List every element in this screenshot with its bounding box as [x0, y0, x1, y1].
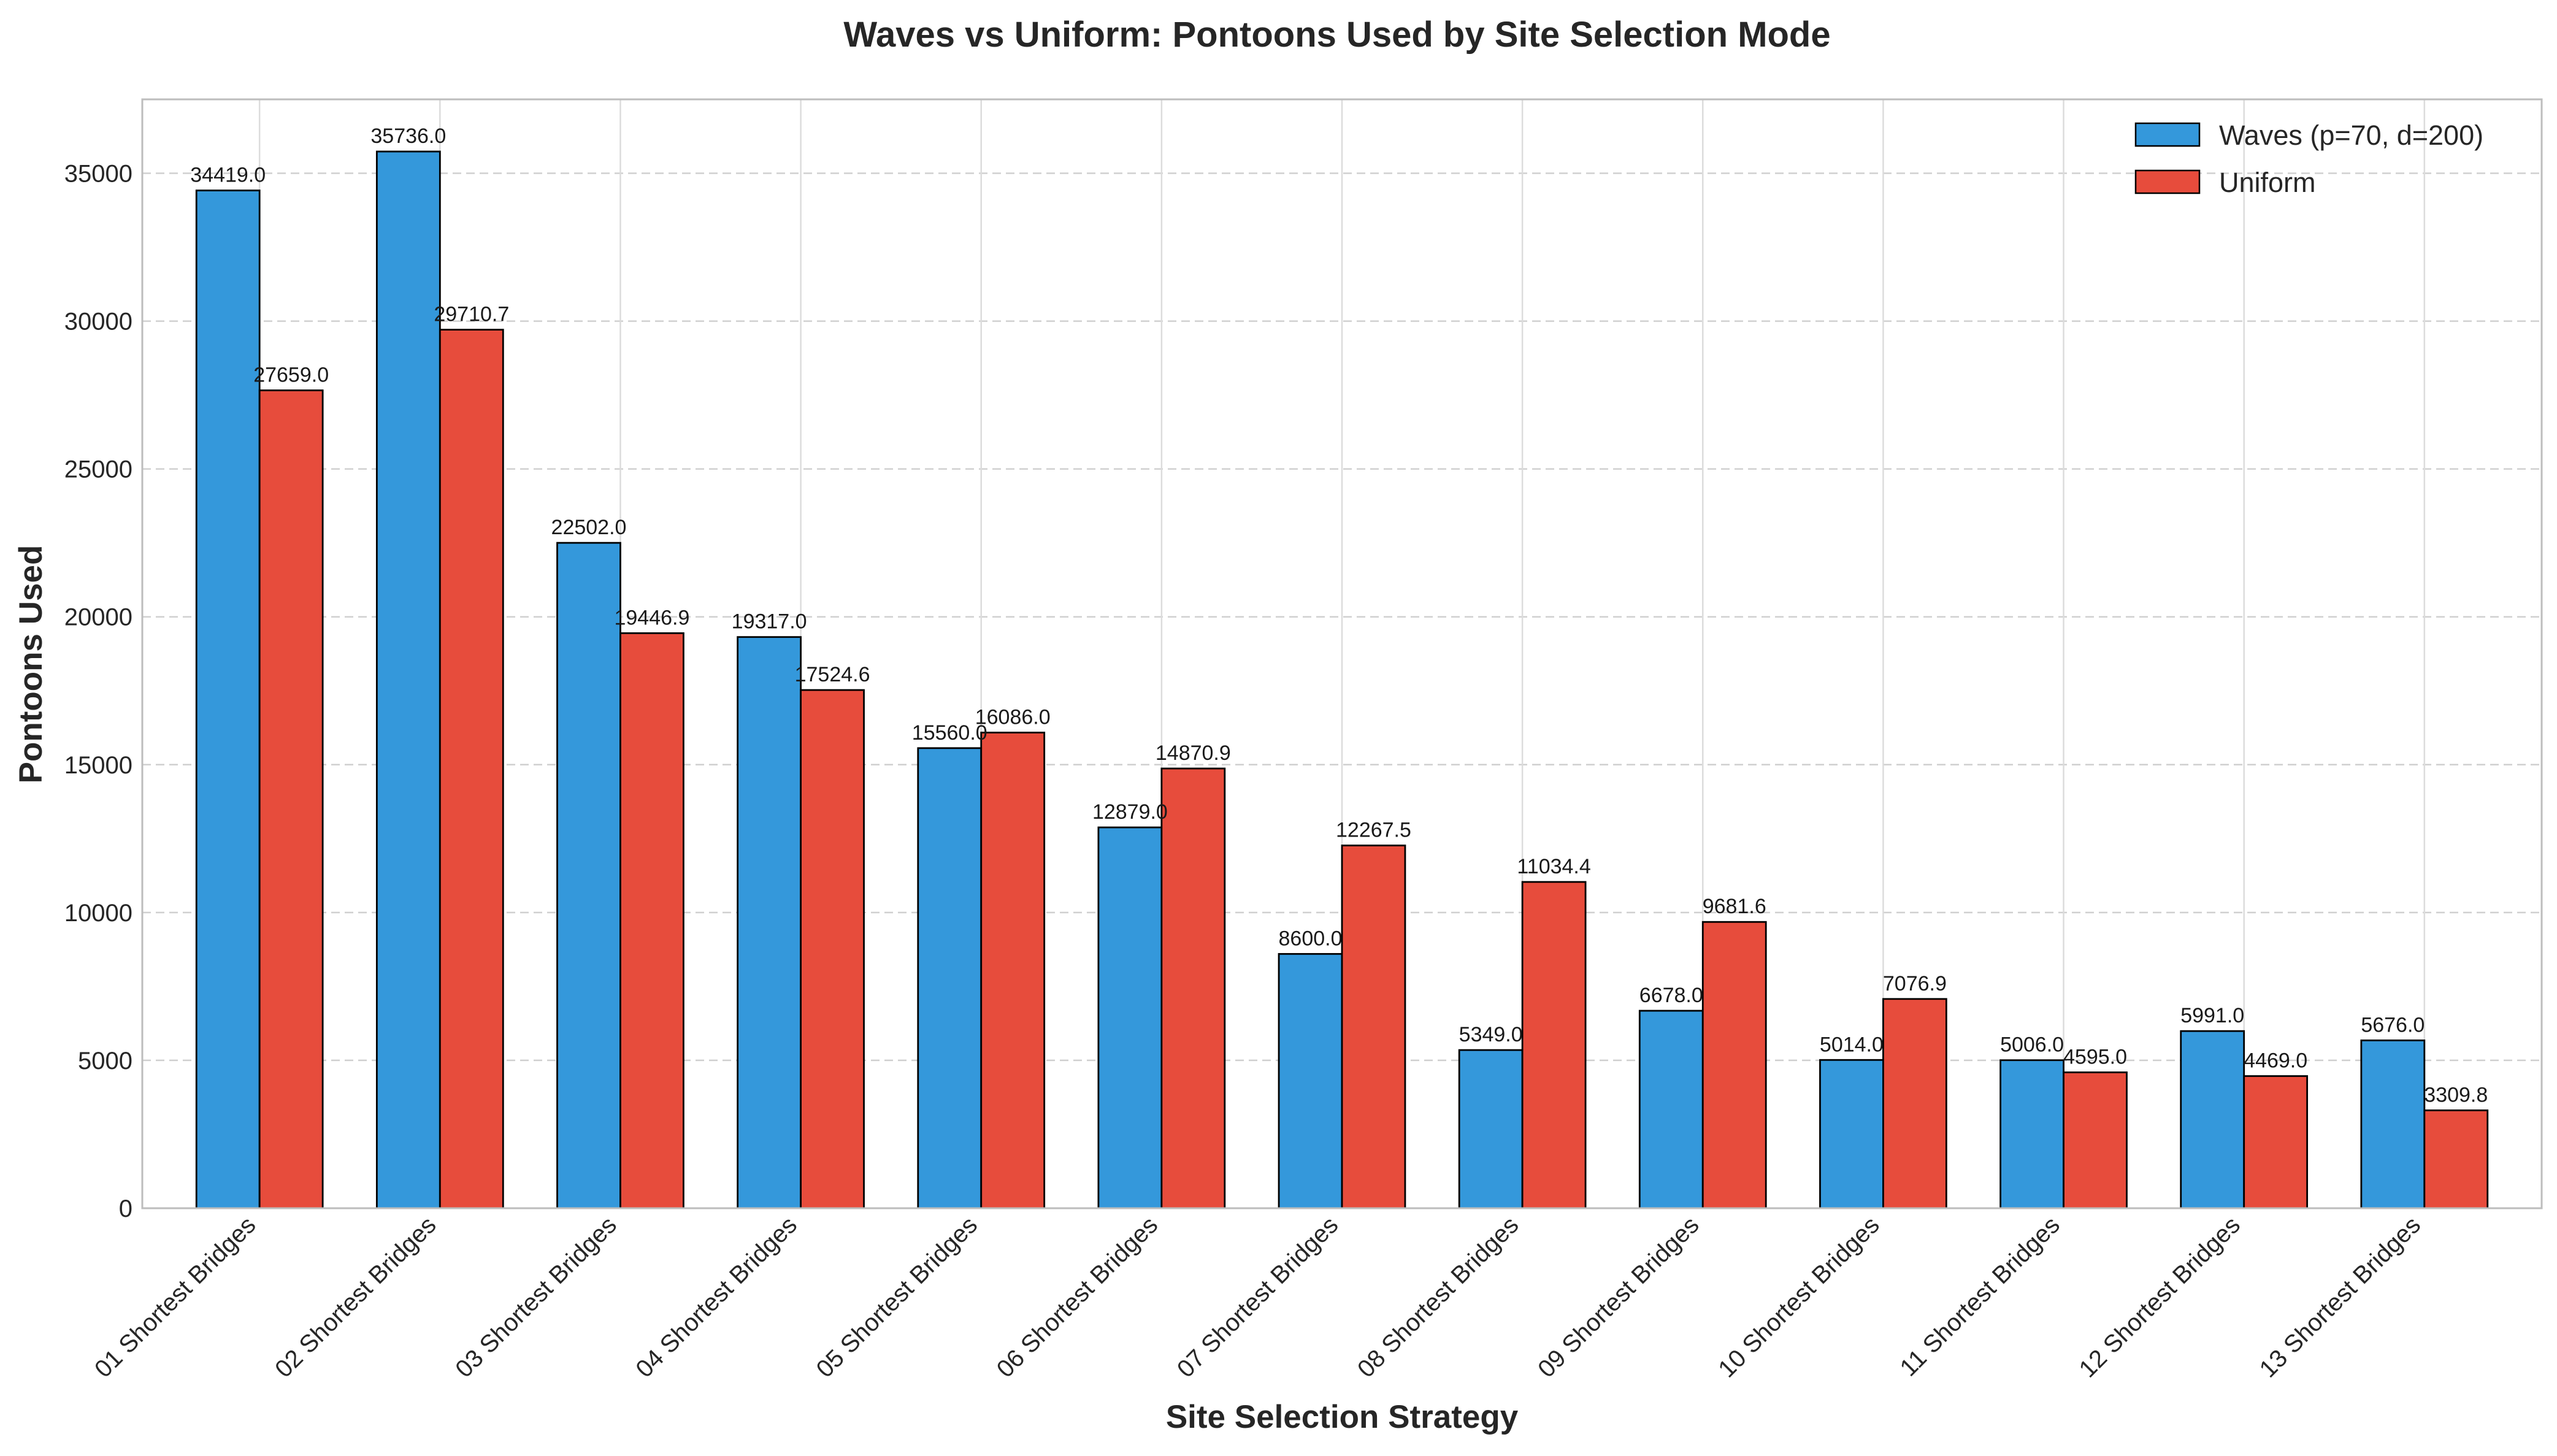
bar-waves	[195, 190, 261, 1209]
plot-frame	[141, 98, 2543, 1209]
data-label-uniform: 16086.0	[975, 705, 1051, 729]
data-label-uniform: 29710.7	[434, 303, 509, 326]
bar-uniform	[1521, 881, 1587, 1209]
bar-uniform	[2423, 1109, 2489, 1209]
x-tick-label: 10 Shortest Bridges	[1713, 1211, 1885, 1383]
bar-uniform	[1701, 921, 1767, 1209]
legend: Waves (p=70, d=200) Uniform	[2134, 120, 2483, 198]
x-tick-label: 13 Shortest Bridges	[2255, 1211, 2426, 1383]
x-tick-label: 12 Shortest Bridges	[2074, 1211, 2246, 1383]
data-label-waves: 19317.0	[732, 610, 807, 634]
data-label-uniform: 17524.6	[795, 663, 870, 686]
legend-swatch-waves	[2134, 122, 2201, 147]
data-label-waves: 5991.0	[2180, 1004, 2244, 1027]
chart-title: Waves vs Uniform: Pontoons Used by Site …	[843, 15, 1830, 55]
data-label-waves: 34419.0	[190, 164, 266, 187]
x-tick-label: 09 Shortest Bridges	[1533, 1211, 1704, 1383]
data-label-uniform: 9681.6	[1703, 895, 1766, 918]
y-tick-label: 0	[119, 1195, 132, 1222]
data-label-uniform: 12267.5	[1336, 819, 1411, 842]
x-tick-label: 06 Shortest Bridges	[992, 1211, 1163, 1383]
bar-waves	[917, 747, 983, 1209]
bar-waves	[1097, 826, 1163, 1209]
x-tick-label: 07 Shortest Bridges	[1172, 1211, 1344, 1383]
y-tick-label: 10000	[64, 900, 132, 927]
data-label-uniform: 11034.4	[1517, 855, 1590, 878]
data-label-waves: 5014.0	[1820, 1033, 1884, 1056]
data-label-uniform: 3309.8	[2424, 1083, 2488, 1106]
y-tick-label: 15000	[64, 752, 132, 779]
bar-uniform	[619, 632, 684, 1209]
x-tick-label: 11 Shortest Bridges	[1895, 1211, 2064, 1381]
bar-waves	[737, 636, 802, 1209]
x-tick-label: 08 Shortest Bridges	[1352, 1211, 1524, 1383]
data-label-waves: 5006.0	[2000, 1033, 2064, 1057]
bar-waves	[1458, 1049, 1524, 1209]
data-label-waves: 15560.0	[912, 721, 987, 745]
y-tick-label: 30000	[64, 308, 132, 335]
legend-label-waves: Waves (p=70, d=200)	[2219, 120, 2483, 151]
y-tick-label: 25000	[64, 456, 132, 483]
bar-uniform	[1882, 998, 1947, 1209]
y-tick-label: 20000	[64, 604, 132, 631]
data-label-waves: 5349.0	[1459, 1023, 1523, 1046]
y-tick-label: 5000	[78, 1048, 132, 1075]
bar-waves	[2360, 1039, 2426, 1209]
y-tick-label: 35000	[64, 161, 132, 188]
legend-label-uniform: Uniform	[2219, 167, 2316, 198]
bars-layer	[195, 150, 2489, 1209]
bar-waves	[2180, 1030, 2245, 1209]
bar-uniform	[439, 329, 504, 1209]
data-label-uniform: 19446.9	[614, 606, 689, 629]
bar-waves	[556, 542, 621, 1209]
data-label-waves: 5676.0	[2361, 1013, 2425, 1036]
data-label-waves: 6678.0	[1639, 984, 1703, 1007]
bar-uniform	[1160, 767, 1226, 1209]
x-tick-label: 04 Shortest Bridges	[631, 1211, 802, 1383]
y-axis-title: Pontoons Used	[13, 545, 49, 784]
data-label-waves: 8600.0	[1279, 927, 1343, 950]
data-label-waves: 35736.0	[370, 125, 446, 148]
data-label-uniform: 4469.0	[2244, 1049, 2307, 1073]
x-axis-title: Site Selection Strategy	[1166, 1399, 1519, 1435]
bar-waves	[1278, 952, 1343, 1209]
legend-swatch-uniform	[2134, 169, 2201, 194]
bar-waves	[375, 150, 441, 1209]
bar-waves	[1638, 1010, 1704, 1209]
bar-waves	[1819, 1059, 1884, 1209]
bar-uniform	[980, 732, 1046, 1209]
bar-uniform	[2063, 1071, 2128, 1209]
x-tick-label: 05 Shortest Bridges	[811, 1211, 983, 1383]
data-label-uniform: 14870.9	[1156, 741, 1231, 765]
x-tick-label: 01 Shortest Bridges	[90, 1211, 261, 1383]
bar-uniform	[1341, 845, 1406, 1209]
data-label-uniform: 27659.0	[253, 363, 329, 386]
data-label-waves: 22502.0	[551, 516, 627, 539]
x-tick-label: 02 Shortest Bridges	[270, 1211, 442, 1383]
bar-uniform	[258, 389, 324, 1209]
data-label-waves: 12879.0	[1092, 800, 1168, 824]
x-tick-label: 03 Shortest Bridges	[450, 1211, 622, 1383]
bar-uniform	[800, 689, 865, 1209]
bar-waves	[1999, 1059, 2064, 1209]
data-labels-layer: 34419.0 35736.0 22502.0 19317.0 15560.0 12879…	[190, 125, 2488, 1106]
data-label-uniform: 7076.9	[1883, 972, 1947, 995]
bar-uniform	[2243, 1075, 2309, 1209]
data-label-uniform: 4595.0	[2063, 1045, 2127, 1068]
